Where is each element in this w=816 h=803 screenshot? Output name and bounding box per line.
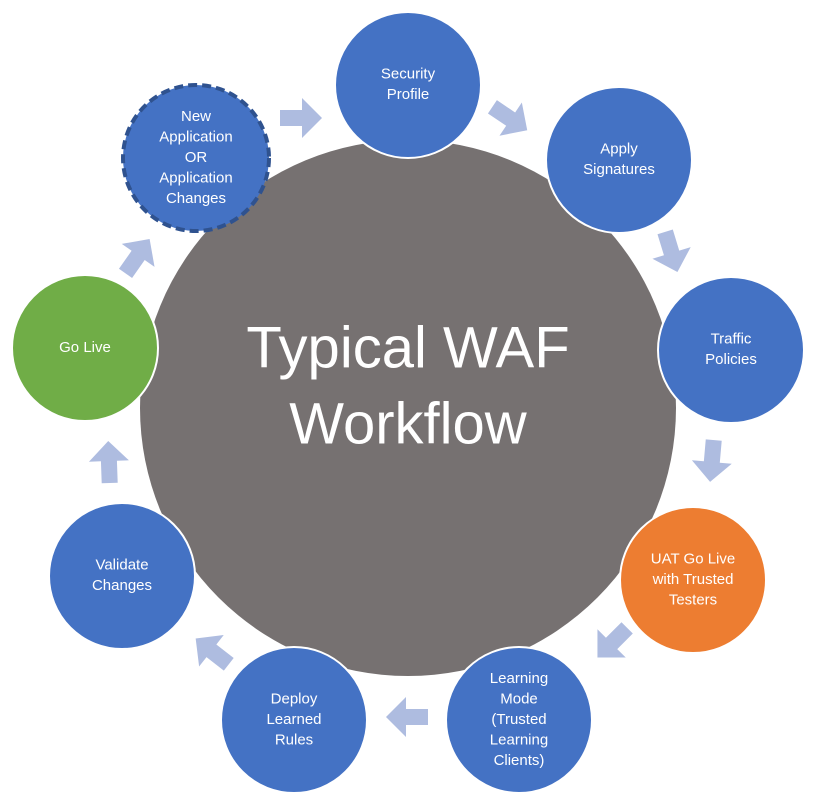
step-circle <box>334 11 482 159</box>
step-circle <box>445 646 593 794</box>
step-label-line: Deploy <box>271 690 318 707</box>
step-label-line: with Trusted <box>652 571 734 588</box>
center-title-line: Typical WAF <box>246 315 569 380</box>
step-deploy-learned-rules: Deploy Learned Rules <box>220 646 368 794</box>
step-label: New Application OR Application Changes <box>159 108 232 207</box>
flow-arrow-1 <box>280 98 322 138</box>
step-label-line: UAT Go Live <box>651 550 735 567</box>
flow-arrows <box>88 98 732 737</box>
step-label-line: Profile <box>387 86 430 103</box>
step-label: Validate Changes <box>92 557 152 595</box>
step-label-line: Application <box>159 128 232 145</box>
step-label-line: Testers <box>669 591 717 608</box>
step-circle <box>121 83 271 233</box>
step-traffic-policies: Traffic Policies <box>657 276 805 424</box>
step-circle <box>657 276 805 424</box>
flow-arrow-9 <box>118 238 155 278</box>
step-label-line: Validate <box>95 557 148 574</box>
step-label-line: Application <box>159 169 232 186</box>
step-label-line: Learning <box>490 670 548 687</box>
center-title: Typical WAF Workflow <box>246 315 569 456</box>
step-circle <box>48 502 196 650</box>
step-go-live: Go Live <box>11 274 159 422</box>
step-circle <box>619 506 767 654</box>
flow-arrow-7 <box>195 635 234 671</box>
step-label: UAT Go Live with Trusted Testers <box>651 550 735 608</box>
flow-arrow-5 <box>597 622 633 658</box>
step-new-application: New Application OR Application Changes <box>121 83 271 233</box>
step-label-line: (Trusted <box>491 711 546 728</box>
step-label-line: OR <box>185 149 208 166</box>
step-label-line: Go Live <box>59 339 111 356</box>
step-circle <box>11 274 159 422</box>
flow-arrow-6 <box>386 697 428 737</box>
flow-arrow-3 <box>652 229 691 273</box>
step-label-line: Clients) <box>494 752 545 769</box>
step-uat-go-live: UAT Go Live with Trusted Testers <box>619 506 767 654</box>
center-circle <box>140 140 676 676</box>
step-label-line: Traffic <box>711 331 752 348</box>
workflow-steps: Security Profile Apply Signatures Traffic Pol… <box>11 11 805 794</box>
flow-arrow-4 <box>691 439 732 482</box>
step-security-profile: Security Profile <box>334 11 482 159</box>
step-label: Go Live <box>59 339 111 356</box>
step-label-line: Signatures <box>583 161 655 178</box>
center-title-line: Workflow <box>289 391 528 456</box>
step-label: Security Profile <box>381 66 436 104</box>
step-apply-signatures: Apply Signatures <box>545 86 693 234</box>
step-validate-changes: Validate Changes <box>48 502 196 650</box>
step-label-line: Apply <box>600 141 638 158</box>
step-label-line: Changes <box>92 577 152 594</box>
step-label-line: Learning <box>490 731 548 748</box>
step-label-line: New <box>181 108 211 125</box>
step-label-line: Security <box>381 66 436 83</box>
flow-arrow-8 <box>88 441 129 484</box>
step-label-line: Mode <box>500 690 538 707</box>
step-label-line: Changes <box>166 190 226 207</box>
step-circle <box>220 646 368 794</box>
step-learning-mode: Learning Mode (Trusted Learning Clients) <box>445 646 593 794</box>
step-label: Deploy Learned Rules <box>266 690 321 748</box>
flow-arrow-2 <box>487 100 528 136</box>
step-label-line: Policies <box>705 351 757 368</box>
step-label-line: Learned <box>266 711 321 728</box>
step-label: Learning Mode (Trusted Learning Clients) <box>490 670 548 769</box>
step-label: Apply Signatures <box>583 141 655 179</box>
step-circle <box>545 86 693 234</box>
step-label-line: Rules <box>275 731 313 748</box>
step-label: Traffic Policies <box>705 331 757 369</box>
